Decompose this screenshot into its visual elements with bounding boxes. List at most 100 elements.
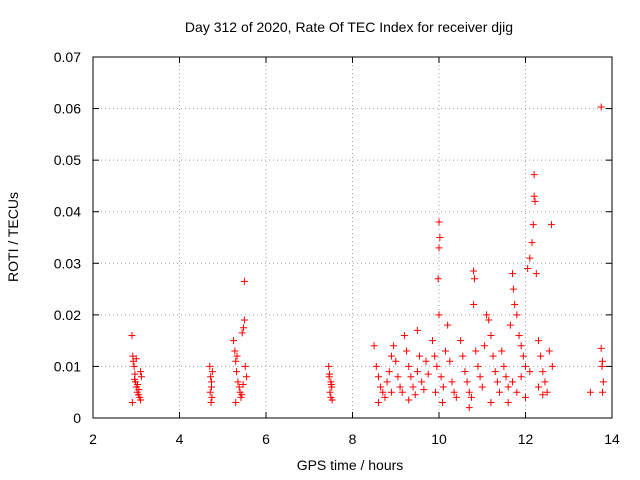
data-point (418, 378, 426, 386)
data-point (496, 388, 504, 396)
data-point (509, 378, 517, 386)
data-point (463, 378, 471, 386)
data-point (134, 380, 142, 388)
y-tick-label: 0.07 (54, 49, 81, 65)
data-point (238, 329, 246, 337)
data-point (599, 378, 607, 386)
data-point (485, 316, 493, 324)
data-point (233, 352, 241, 360)
chart-title: Day 312 of 2020, Rate Of TEC Index for r… (185, 19, 513, 35)
y-axis-label: ROTI / TECUs (5, 192, 21, 282)
data-point (411, 391, 419, 399)
data-point (206, 362, 214, 370)
data-point (504, 383, 512, 391)
data-point (235, 383, 243, 391)
data-point (400, 331, 408, 339)
data-point (461, 368, 469, 376)
data-point (208, 393, 216, 401)
data-point (470, 301, 478, 309)
data-point (522, 362, 529, 370)
y-axis-ticks: 0 0.01 0.02 0.03 0.04 0.05 0.06 0.07 (54, 49, 612, 426)
data-point (537, 352, 545, 360)
data-point (413, 368, 421, 376)
data-point (387, 352, 395, 360)
data-point (524, 264, 532, 272)
data-point (480, 342, 488, 350)
data-point (470, 267, 478, 275)
data-point (438, 399, 446, 407)
data-point (407, 373, 415, 381)
data-point (327, 380, 335, 388)
data-point (392, 357, 400, 365)
data-point (240, 324, 248, 332)
data-point (534, 383, 542, 391)
data-point (233, 368, 241, 376)
data-point (398, 388, 406, 396)
data-point (207, 399, 215, 407)
x-tick-label: 6 (262, 431, 270, 447)
data-point (541, 378, 549, 386)
data-point (539, 368, 547, 376)
y-tick-label: 0.02 (54, 307, 81, 323)
data-point (444, 321, 452, 329)
data-point (476, 373, 484, 381)
data-point (416, 352, 424, 360)
plot-frame (92, 56, 613, 419)
y-tick-label: 0.04 (54, 204, 81, 220)
data-point (232, 399, 240, 407)
data-point (597, 344, 605, 352)
data-point (429, 337, 437, 345)
data-point (457, 337, 465, 345)
data-point (513, 388, 521, 396)
data-point (465, 404, 473, 412)
data-point (208, 378, 216, 386)
data-point (517, 342, 525, 350)
data-point (441, 347, 449, 355)
data-point (526, 368, 534, 376)
data-point (207, 373, 215, 381)
data-point (409, 383, 417, 391)
data-point (385, 368, 393, 376)
data-point (420, 386, 428, 394)
data-point (519, 352, 527, 360)
data-point (586, 388, 594, 396)
data-point (515, 331, 523, 339)
data-point (232, 357, 240, 365)
data-point (502, 373, 510, 381)
data-point (405, 396, 413, 404)
data-point (135, 386, 143, 394)
data-point (491, 368, 499, 376)
data-point (500, 362, 508, 370)
data-point (240, 316, 248, 324)
data-point (433, 362, 441, 370)
data-point (374, 399, 382, 407)
data-point (326, 388, 334, 396)
data-point (526, 254, 534, 262)
data-point (128, 399, 136, 407)
data-point (238, 391, 246, 399)
y-tick-label: 0.01 (54, 358, 81, 374)
data-point (424, 370, 432, 378)
x-tick-label: 12 (518, 431, 534, 447)
y-tick-label: 0.06 (54, 101, 81, 117)
data-point (459, 352, 467, 360)
x-axis-label: GPS time / hours (297, 457, 404, 473)
x-tick-label: 10 (431, 431, 447, 447)
data-point (493, 378, 501, 386)
x-tick-label: 4 (176, 431, 184, 447)
x-axis-ticks: 2 4 6 8 10 12 14 (89, 57, 620, 447)
x-gridlines (179, 57, 526, 418)
data-point (206, 388, 214, 396)
data-point (128, 331, 136, 339)
data-point (234, 378, 242, 386)
data-point (506, 321, 514, 329)
data-point (437, 373, 445, 381)
data-point (597, 103, 605, 111)
data-point (539, 391, 547, 399)
data-point (448, 378, 456, 386)
data-point (435, 244, 443, 252)
data-point (413, 326, 421, 334)
data-point (403, 347, 411, 355)
data-point (325, 362, 333, 370)
